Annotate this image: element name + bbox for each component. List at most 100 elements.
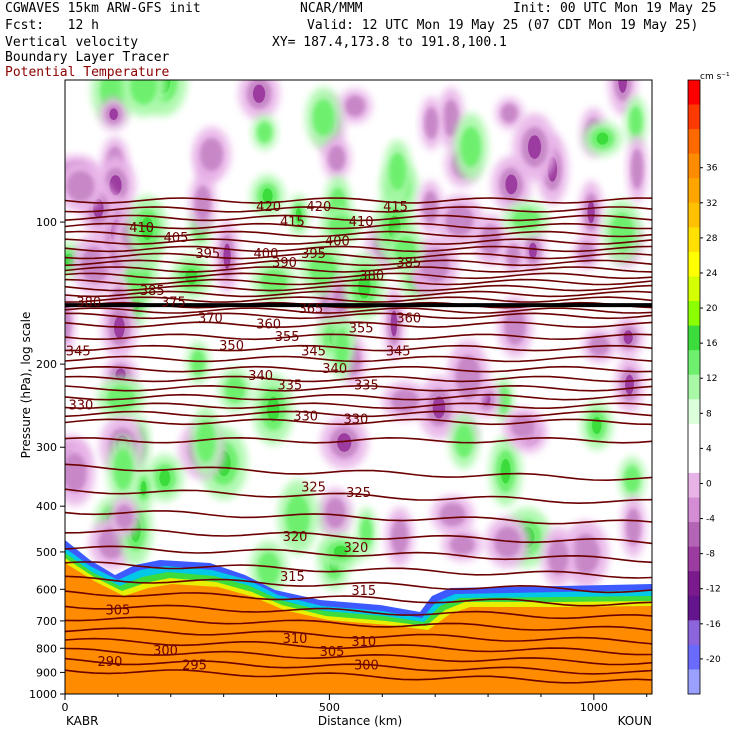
theta-contour — [65, 245, 652, 253]
velocity-cell-core — [506, 244, 521, 267]
forecast-hour: Fcst: 12 h — [5, 18, 99, 33]
colorbar-tick-label: 32 — [706, 199, 717, 209]
field-boundary-layer-tracer: Boundary Layer Tracer — [5, 50, 170, 65]
colorbar-tick-label: -16 — [706, 620, 721, 630]
velocity-cell-core — [394, 236, 417, 264]
colorbar-tick-label: 16 — [706, 339, 718, 349]
init-time: Init: 00 UTC Mon 19 May 25 — [513, 1, 717, 16]
velocity-cell-peak — [592, 416, 602, 434]
velocity-cell-core — [200, 137, 224, 171]
theta-contour — [65, 418, 652, 426]
velocity-cell-peak — [528, 242, 537, 259]
theta-label: 395 — [195, 247, 220, 262]
theta-label: 355 — [275, 330, 300, 345]
theta-label: 370 — [198, 311, 223, 326]
theta-contour — [65, 590, 652, 607]
colorbar-tick-label: 28 — [706, 234, 718, 244]
theta-label: 305 — [320, 645, 345, 660]
velocity-cell-core — [497, 386, 510, 415]
y-axis-label: Pressure (hPa), log scale — [19, 312, 33, 459]
y-tick-label: 200 — [36, 358, 57, 371]
theta-contour — [65, 230, 652, 238]
theta-label: 330 — [293, 409, 318, 424]
theta-label: 345 — [66, 344, 91, 359]
theta-label: 300 — [153, 644, 178, 659]
theta-label: 335 — [277, 379, 302, 394]
velocity-cell-peak — [587, 201, 595, 224]
theta-label: 400 — [254, 247, 279, 262]
velocity-cell-peak — [625, 374, 634, 395]
y-tick-label: 100 — [36, 216, 57, 229]
velocity-cell-peak — [109, 108, 118, 121]
theta-label: 345 — [301, 344, 326, 359]
velocity-cell-core — [510, 415, 536, 438]
velocity-cell-peak — [262, 188, 273, 204]
velocity-cell-peak — [623, 330, 633, 345]
y-tick-label: 400 — [36, 500, 57, 513]
theta-label: 385 — [140, 284, 165, 299]
velocity-cell-core — [389, 152, 406, 191]
theta-label: 360 — [256, 318, 281, 333]
model-title: CGWAVES 15km ARW-GFS init — [5, 1, 201, 16]
theta-label: 395 — [301, 247, 326, 262]
velocity-cell-core — [494, 526, 521, 558]
theta-label: 355 — [349, 321, 374, 336]
theta-label: 310 — [283, 632, 308, 647]
theta-label: 310 — [351, 635, 376, 650]
theta-contour — [65, 463, 652, 482]
theta-label: 320 — [283, 530, 308, 545]
theta-label: 305 — [105, 603, 130, 618]
velocity-cell-core — [625, 508, 641, 546]
valid-time: Valid: 12 UTC Mon 19 May 25 (07 CDT Mon … — [307, 18, 699, 33]
colorbar-swatch — [688, 497, 700, 523]
theta-contour — [65, 488, 652, 505]
theta-contour — [65, 657, 652, 675]
colorbar-tick-label: 12 — [706, 374, 717, 384]
theta-contour — [65, 355, 652, 363]
y-tick-label: 500 — [36, 546, 57, 559]
theta-contour — [65, 375, 652, 383]
velocity-cell-core — [344, 95, 366, 117]
theta-label: 420 — [256, 200, 281, 215]
theta-label: 380 — [359, 269, 384, 284]
velocity-cell-core — [312, 99, 335, 136]
velocity-cell-core — [439, 502, 466, 527]
velocity-cell-peak — [252, 84, 266, 103]
colorbar-tick-label: 36 — [706, 164, 718, 174]
theta-contour — [65, 637, 652, 656]
colorbar-tick-label: 0 — [706, 479, 712, 489]
colorbar-tick-label: 4 — [706, 444, 712, 454]
y-tick-label: 700 — [36, 615, 57, 628]
theta-contour — [65, 365, 652, 373]
theta-label: 320 — [343, 541, 368, 556]
theta-contour — [65, 307, 652, 314]
colorbar-swatch — [688, 80, 700, 106]
colorbar-units: cm s⁻¹ — [700, 72, 730, 82]
velocity-cell-core — [629, 106, 643, 137]
colorbar-swatch — [688, 423, 700, 449]
colorbar-swatch — [688, 571, 700, 597]
velocity-cell-peak — [267, 396, 280, 422]
velocity-cell-peak — [390, 310, 398, 337]
theta-label: 300 — [354, 658, 379, 673]
cross-section-coordinates: XY= 187.4,173.8 to 191.8,100.1 — [272, 35, 507, 50]
producer-label: NCAR/MMM — [300, 1, 363, 16]
colorbar-swatch — [688, 669, 700, 695]
theta-contour — [65, 545, 652, 564]
theta-label: 340 — [248, 369, 273, 384]
theta-contour — [65, 284, 652, 292]
velocity-cell-core — [455, 424, 473, 458]
theta-contour — [65, 312, 652, 320]
theta-contour — [65, 627, 652, 645]
theta-contour — [65, 384, 652, 392]
colorbar-swatch — [688, 251, 700, 277]
colorbar-tick-label: -20 — [706, 655, 721, 665]
colorbar-tick-label: 20 — [706, 304, 718, 314]
colorbar-swatch — [688, 448, 700, 474]
theta-label: 390 — [272, 256, 297, 271]
colorbar-swatch — [688, 104, 700, 130]
velocity-cell-core — [578, 241, 595, 263]
velocity-cell-core — [225, 376, 246, 404]
colorbar-swatch — [688, 374, 700, 400]
